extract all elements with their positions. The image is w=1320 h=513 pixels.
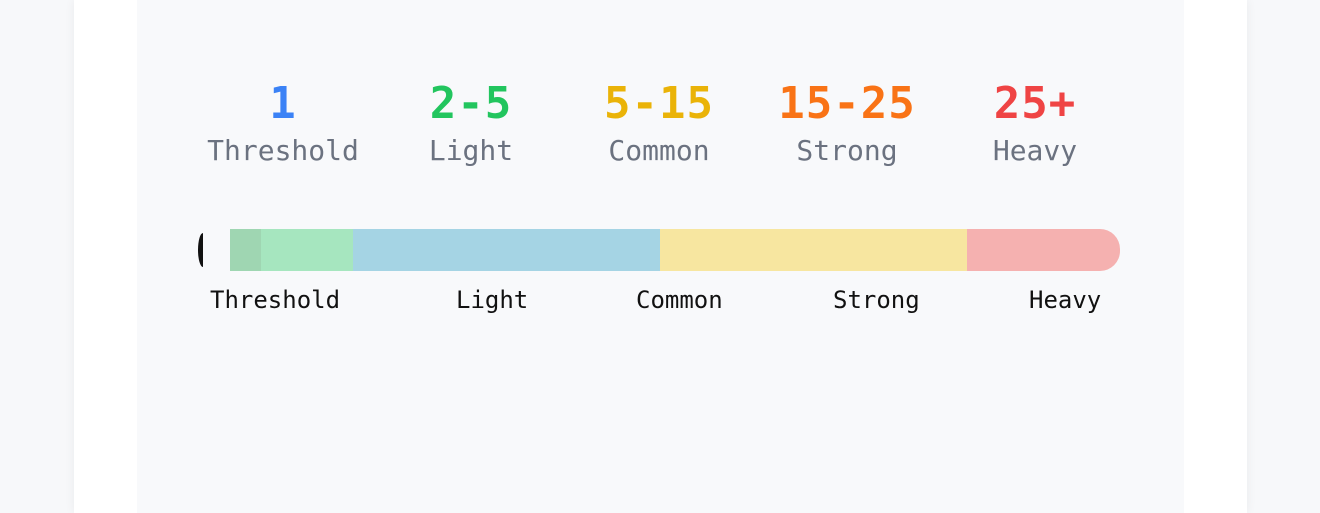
level-strong-value: 15-25 (778, 78, 916, 129)
level-common: 5-15 Common (564, 74, 754, 168)
dosage-panel: 1 Threshold 2-5 Light 5-15 Common 15-25 … (137, 0, 1184, 513)
content-card: 1 Threshold 2-5 Light 5-15 Common 15-25 … (74, 0, 1247, 513)
scale-labels: Threshold Light Common Strong Heavy (137, 284, 1184, 316)
level-light: 2-5 Light (376, 74, 566, 168)
level-heavy-label: Heavy (992, 134, 1078, 167)
scale-segment-common (660, 229, 967, 271)
scale-segment-threshold-start (230, 229, 261, 271)
level-heavy-value: 25+ (993, 78, 1077, 129)
level-strong: 15-25 Strong (752, 74, 942, 168)
scale-label-heavy: Heavy (1029, 286, 1102, 314)
level-heavy: 25+ Heavy (940, 74, 1130, 168)
scale-label-threshold: Threshold (210, 286, 341, 314)
level-threshold-label: Threshold (207, 134, 359, 167)
level-threshold: 1 Threshold (188, 74, 378, 168)
level-common-value: 5-15 (604, 78, 714, 129)
scale-start-marker (198, 233, 208, 267)
level-threshold-value: 1 (269, 78, 297, 129)
scale-segment-heavy (967, 229, 1120, 271)
scale-segment-light (353, 229, 660, 271)
level-light-value: 2-5 (429, 78, 513, 129)
scale-label-common: Common (636, 286, 723, 314)
dosage-scale-bar (137, 229, 1184, 271)
scale-label-light: Light (456, 286, 529, 314)
level-common-label: Common (608, 134, 710, 167)
scale-segment-threshold (261, 229, 353, 271)
dosage-levels: 1 Threshold 2-5 Light 5-15 Common 15-25 … (137, 74, 1184, 194)
level-strong-label: Strong (796, 134, 898, 167)
level-light-label: Light (428, 134, 514, 167)
scale-label-strong: Strong (833, 286, 920, 314)
